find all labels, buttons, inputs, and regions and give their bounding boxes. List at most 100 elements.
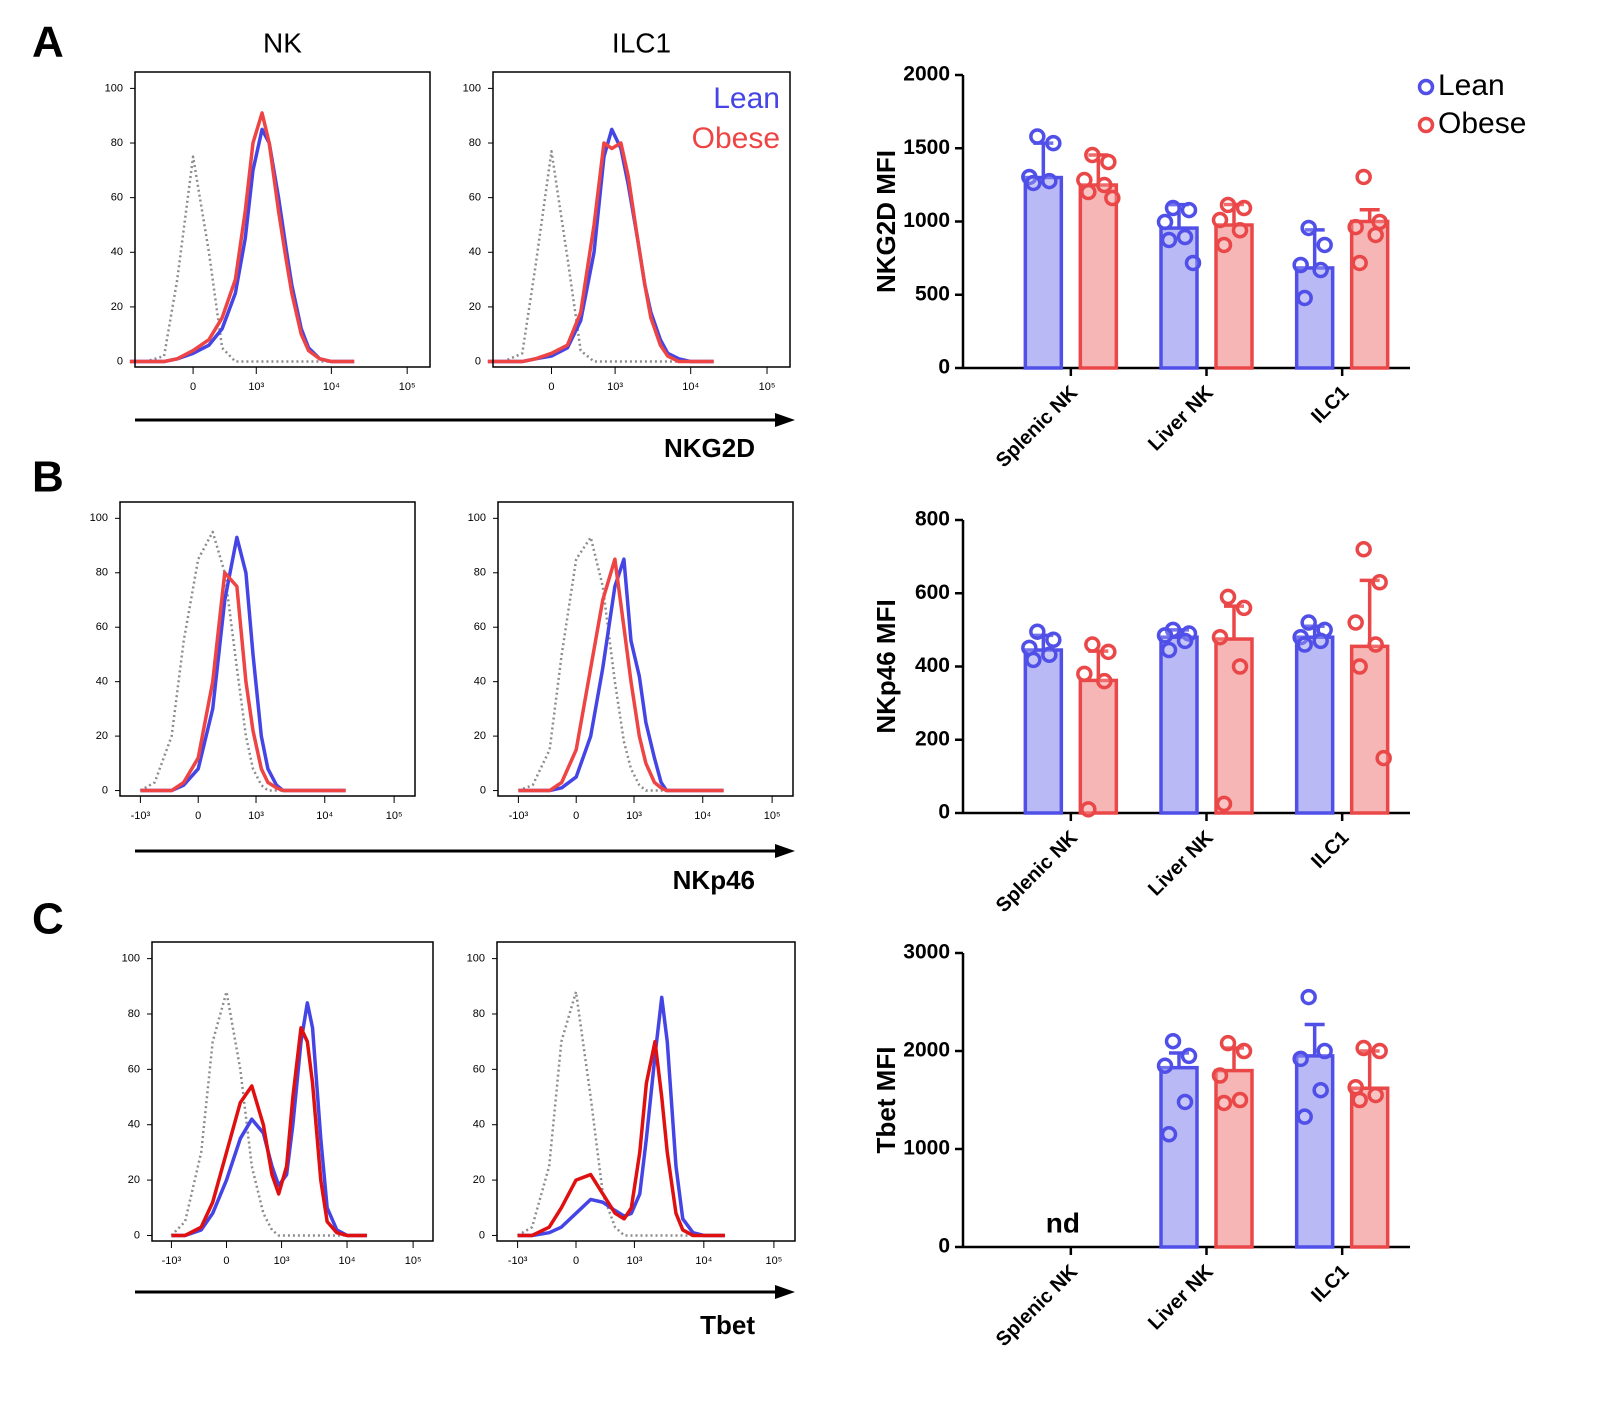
x-tick-label: 10⁴ <box>694 810 711 822</box>
plot-frame <box>119 501 416 797</box>
bar <box>1349 219 1390 370</box>
histogram-line <box>518 557 724 793</box>
x-tick-label: 10⁵ <box>405 1255 422 1267</box>
data-point <box>1025 651 1042 669</box>
data-point <box>1235 199 1253 217</box>
x-tick-label: 0 <box>548 381 554 393</box>
data-point <box>1231 1091 1249 1109</box>
data-point <box>1084 636 1101 653</box>
bar <box>1023 175 1064 370</box>
bar <box>1078 678 1119 815</box>
y-tick-label: 60 <box>474 621 486 633</box>
x-tick-label: 0 <box>195 810 201 822</box>
x-tick-label: 10⁴ <box>316 810 333 822</box>
plot-frame <box>497 501 794 797</box>
x-tick-label: 0 <box>573 810 579 822</box>
y-tick-label: 0 <box>117 355 123 367</box>
y-tick-label: 20 <box>474 730 486 742</box>
data-point <box>1219 196 1237 214</box>
y-tick-label: 60 <box>128 1063 140 1075</box>
data-point <box>1347 218 1364 236</box>
y-tick-label: 80 <box>469 137 481 149</box>
y-tick-label: 100 <box>467 953 485 965</box>
data-point <box>1156 1057 1174 1074</box>
histogram-line <box>171 1001 367 1238</box>
y-tick-label: 80 <box>473 1008 485 1020</box>
y-tick-label: 1000 <box>903 1137 950 1160</box>
y-tick-label: 80 <box>96 567 108 579</box>
data-point <box>1312 1081 1329 1099</box>
x-tick-label: 10⁴ <box>323 381 340 393</box>
data-point <box>1076 665 1093 683</box>
x-tick-label: 10³ <box>248 810 264 822</box>
x-tick-label: 10⁵ <box>766 1255 783 1267</box>
y-tick-label: 40 <box>469 246 481 258</box>
y-tick-label: 0 <box>475 355 481 367</box>
y-tick-label: 60 <box>469 192 481 204</box>
data-point <box>1045 134 1062 152</box>
x-tick-label: 10⁴ <box>339 1255 356 1267</box>
x-tick-label: ILC1 <box>1307 1261 1353 1307</box>
x-tick-label: 10³ <box>248 381 264 393</box>
x-tick-label: 10⁵ <box>764 810 781 822</box>
x-tick-label: 10⁵ <box>759 381 776 393</box>
data-point <box>1371 213 1388 231</box>
x-tick-label: 10³ <box>626 810 642 822</box>
y-tick-label: 800 <box>915 508 950 531</box>
y-tick-label: 20 <box>473 1174 485 1186</box>
y-tick-label: 3000 <box>903 941 950 964</box>
x-tick-label: 10⁵ <box>386 810 403 822</box>
data-point <box>1367 1086 1384 1104</box>
data-point <box>1184 254 1202 272</box>
plot-frame <box>151 941 434 1242</box>
data-point <box>1316 1042 1333 1060</box>
histogram-line <box>140 571 346 793</box>
data-point <box>1100 643 1117 661</box>
data-point <box>1300 219 1317 237</box>
axis-label: NKG2D <box>664 433 755 463</box>
x-tick-label: -10³ <box>131 810 151 822</box>
y-axis-label: NKp46 MFI <box>871 599 901 733</box>
data-point <box>1025 174 1042 192</box>
bar <box>1294 266 1335 370</box>
y-tick-label: 40 <box>473 1119 485 1131</box>
x-tick-label: ILC1 <box>1307 827 1353 873</box>
x-tick-label: -10³ <box>509 810 529 822</box>
x-tick-label: 0 <box>573 1255 579 1267</box>
data-point <box>1211 211 1229 229</box>
x-tick-label: Splenic NK <box>992 381 1083 472</box>
data-point <box>1156 213 1174 231</box>
data-point <box>1312 632 1329 650</box>
bar <box>1159 1065 1199 1249</box>
data-point <box>1296 1108 1313 1125</box>
panel-letter: B <box>32 453 64 502</box>
legend-marker <box>1417 116 1435 134</box>
data-point <box>1041 646 1058 664</box>
data-point <box>1156 627 1174 644</box>
data-point <box>1211 1067 1229 1084</box>
data-point <box>1164 199 1182 217</box>
data-point <box>1316 236 1333 254</box>
y-tick-label: 0 <box>102 784 108 796</box>
y-tick-label: 100 <box>468 512 486 524</box>
arrow-head <box>775 1285 795 1299</box>
x-tick-label: Splenic NK <box>992 1260 1083 1351</box>
data-point <box>1176 1093 1194 1111</box>
histogram-line <box>139 530 346 792</box>
x-tick-label: 10⁴ <box>682 381 699 393</box>
data-point <box>1104 189 1121 207</box>
data-point <box>1367 636 1384 653</box>
y-tick-label: 40 <box>96 676 108 688</box>
y-tick-label: 400 <box>915 654 950 677</box>
y-tick-label: 20 <box>111 301 123 313</box>
histogram-line <box>517 995 725 1238</box>
y-tick-label: 0 <box>479 1229 485 1241</box>
data-point <box>1351 1091 1368 1109</box>
y-tick-label: 80 <box>474 567 486 579</box>
plot-frame <box>496 941 796 1242</box>
y-tick-label: 20 <box>96 730 108 742</box>
histogram-line <box>129 155 355 363</box>
y-tick-label: 20 <box>128 1174 140 1186</box>
data-point <box>1231 658 1249 675</box>
data-point <box>1296 636 1313 653</box>
